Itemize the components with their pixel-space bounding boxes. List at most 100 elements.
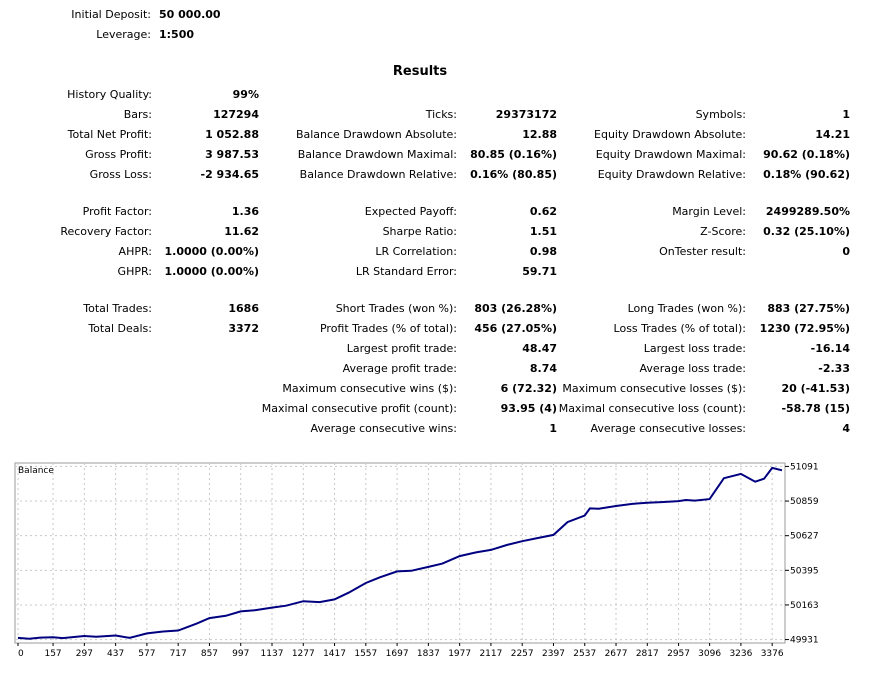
x-tick-label: 3376	[761, 649, 784, 659]
stat-label: Average loss trade:	[639, 362, 746, 375]
x-tick-label: 1557	[354, 649, 377, 659]
y-tick-label: 50859	[790, 497, 819, 507]
stat-value: 2499289.50%	[765, 205, 850, 218]
balance-chart: Balance 51091 50859 50627 50395 50163 49931 0…	[14, 462, 819, 659]
x-tick-label: 3236	[729, 649, 752, 659]
stat-label: Z-Score:	[700, 225, 746, 238]
stat-label: LR Standard Error:	[355, 265, 457, 278]
history-quality-label: History Quality:	[67, 88, 152, 101]
stat-value: 0.62	[529, 205, 557, 218]
stat-label: Maximum consecutive losses ($):	[562, 382, 746, 395]
leverage-value: 1:500	[159, 28, 195, 41]
stat-value: 90.62 (0.18%)	[763, 148, 850, 161]
x-tick-label: 2117	[479, 649, 502, 659]
stat-label: Average consecutive losses:	[590, 422, 746, 435]
stat-value: 8.74	[529, 362, 557, 375]
stat-label: Maximal consecutive loss (count):	[558, 402, 746, 415]
stat-value: 48.47	[522, 342, 557, 355]
stat-value: -16.14	[810, 342, 850, 355]
stat-label: Expected Payoff:	[364, 205, 457, 218]
x-tick-label: 2257	[511, 649, 534, 659]
stat-value: 0	[842, 245, 850, 258]
y-tick-label: 51091	[790, 462, 819, 472]
stat-label: Balance Drawdown Absolute:	[295, 128, 457, 141]
x-tick-label: 3096	[698, 649, 721, 659]
stat-value: -58.78 (15)	[781, 402, 850, 415]
stat-value: 883 (27.75%)	[767, 302, 850, 315]
stat-label: Maximum consecutive wins ($):	[282, 382, 457, 395]
stat-value: 1686	[228, 302, 259, 315]
chart-title: Balance	[18, 466, 54, 476]
x-tick-label: 1697	[386, 649, 409, 659]
stat-value: 0.98	[529, 245, 557, 258]
balance-series-line	[17, 466, 783, 640]
x-tick-label: 2397	[542, 649, 565, 659]
stat-label: Average consecutive wins:	[310, 422, 457, 435]
initial-deposit-value: 50 000.00	[159, 8, 221, 21]
stat-label: Equity Drawdown Relative:	[597, 168, 746, 181]
stat-value: 0.32 (25.10%)	[763, 225, 850, 238]
stat-label: Profit Factor:	[82, 205, 152, 218]
stat-value: 1	[842, 108, 850, 121]
stat-label: Maximal consecutive profit (count):	[261, 402, 457, 415]
x-tick-label: 997	[232, 649, 249, 659]
stat-value: 29373172	[495, 108, 557, 121]
stat-value: 456 (27.05%)	[474, 322, 557, 335]
x-tick-label: 2537	[573, 649, 596, 659]
stat-label: OnTester result:	[659, 245, 746, 258]
stat-label: LR Correlation:	[375, 245, 457, 258]
stat-label: Balance Drawdown Maximal:	[297, 148, 457, 161]
stat-value: 3 987.53	[205, 148, 259, 161]
stat-value: 4	[842, 422, 850, 435]
stat-label: Total Trades:	[83, 302, 152, 315]
stat-value: 93.95 (4)	[500, 402, 557, 415]
stat-label: Gross Profit:	[85, 148, 152, 161]
x-tick-label: 1977	[448, 649, 471, 659]
stat-value: -2 934.65	[200, 168, 260, 181]
x-tick-label: 2817	[636, 649, 659, 659]
stat-value: 14.21	[815, 128, 850, 141]
stat-label: Bars:	[123, 108, 152, 121]
x-tick-label: 1137	[261, 649, 284, 659]
y-tick-label: 50627	[790, 532, 819, 542]
stat-label: Balance Drawdown Relative:	[299, 168, 457, 181]
stat-value: 80.85 (0.16%)	[470, 148, 557, 161]
y-tick-label: 50395	[790, 566, 819, 576]
stat-label: Margin Level:	[672, 205, 746, 218]
stat-label: Gross Loss:	[89, 168, 152, 181]
results-title: Results	[392, 64, 448, 79]
stat-label: Long Trades (won %):	[627, 302, 746, 315]
stat-value: 803 (26.28%)	[474, 302, 557, 315]
stat-label: Total Deals:	[88, 322, 152, 335]
stat-value: 1 052.88	[205, 128, 259, 141]
stat-label: Equity Drawdown Maximal:	[595, 148, 746, 161]
stat-label: Largest profit trade:	[346, 342, 457, 355]
stat-value: 12.88	[522, 128, 557, 141]
stat-value: 127294	[213, 108, 259, 121]
stat-value: 1.36	[231, 205, 259, 218]
x-tick-label: 437	[107, 649, 124, 659]
stat-label: Largest loss trade:	[643, 342, 746, 355]
stat-label: Recovery Factor:	[60, 225, 152, 238]
x-tick-label: 1837	[417, 649, 440, 659]
initial-deposit-label: Initial Deposit:	[71, 8, 151, 21]
stat-label: Sharpe Ratio:	[382, 225, 457, 238]
stat-label: Equity Drawdown Absolute:	[594, 128, 746, 141]
leverage-label: Leverage:	[96, 28, 151, 41]
stat-value: -2.33	[818, 362, 850, 375]
stat-value: 0.16% (80.85)	[470, 168, 557, 181]
stat-value: 20 (-41.53)	[781, 382, 850, 395]
x-tick-label: 857	[201, 649, 218, 659]
x-tick-label: 1417	[323, 649, 346, 659]
stat-label: Total Net Profit:	[67, 128, 152, 141]
x-tick-label: 297	[76, 649, 93, 659]
stat-label: AHPR:	[118, 245, 152, 258]
stat-label: Average profit trade:	[342, 362, 457, 375]
stat-value: 1	[549, 422, 557, 435]
stat-value: 0.18% (90.62)	[763, 168, 850, 181]
stat-value: 11.62	[224, 225, 259, 238]
x-tick-label: 2957	[667, 649, 690, 659]
stat-label: GHPR:	[117, 265, 152, 278]
history-quality-value: 99%	[232, 88, 259, 101]
stat-label: Loss Trades (% of total):	[613, 322, 746, 335]
